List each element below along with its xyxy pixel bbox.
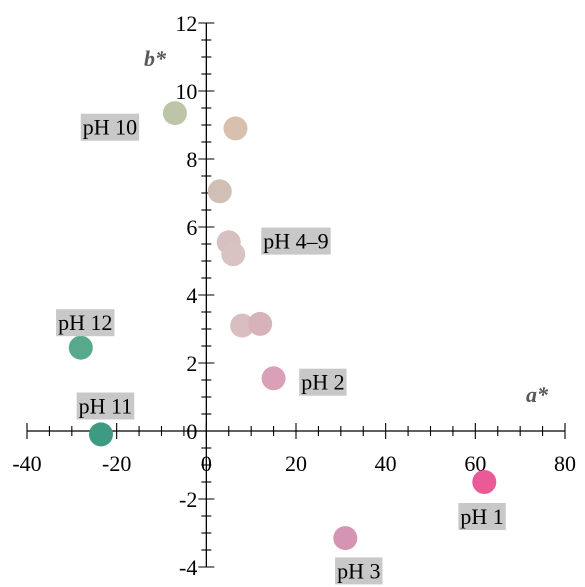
annotation-label: pH 10	[83, 115, 137, 140]
annotation: pH 2	[299, 368, 347, 396]
data-point	[207, 179, 232, 204]
data-point	[230, 313, 255, 338]
x-tick-label: 0	[201, 451, 212, 476]
y-tick-label: 12	[175, 11, 197, 36]
y-tick-label: 2	[186, 351, 197, 376]
annotation: pH 12	[56, 309, 115, 337]
data-points	[68, 101, 497, 551]
data-point	[88, 422, 113, 447]
annotation-box	[76, 392, 135, 420]
annotation: pH 3	[335, 557, 383, 585]
annotation-box	[261, 227, 331, 255]
annotation-label: pH 12	[58, 310, 112, 335]
y-tick-label: -2	[179, 487, 197, 512]
x-tick-label: 40	[375, 451, 397, 476]
annotation-box	[80, 113, 140, 141]
annotation-box	[458, 503, 506, 530]
annotation: pH 4–9	[261, 227, 331, 255]
annotations: pH 1 pH 2 pH 3 pH 4–9 pH 10 pH 11 pH 12	[56, 113, 506, 585]
annotation-label: pH 4–9	[263, 229, 328, 254]
y-tick-label: 0	[186, 419, 197, 444]
data-point	[221, 242, 246, 267]
y-tick-label: -4	[179, 555, 197, 580]
x-axis-title: a*	[526, 382, 549, 407]
annotation-label: pH 3	[337, 558, 380, 583]
x-tick-label: -40	[12, 451, 41, 476]
annotation-label: pH 11	[79, 394, 133, 419]
annotation-box	[335, 557, 383, 585]
x-tick-label: 80	[554, 451, 576, 476]
annotation: pH 11	[76, 392, 135, 420]
annotation-box	[56, 309, 115, 337]
data-point	[162, 101, 187, 126]
x-tick-label: 20	[285, 451, 307, 476]
y-tick-label: 10	[175, 79, 197, 104]
x-tick-label: -20	[102, 451, 131, 476]
data-point	[68, 335, 93, 360]
y-tick-label: 6	[186, 215, 197, 240]
annotation-box	[299, 368, 347, 396]
x-tick-label: 60	[464, 451, 486, 476]
annotation: pH 1	[458, 503, 506, 530]
data-point	[248, 311, 273, 336]
y-tick-label: 8	[186, 147, 197, 172]
data-point	[333, 526, 358, 551]
y-axis-title: b*	[144, 46, 167, 71]
data-point	[472, 470, 497, 494]
data-point	[223, 116, 248, 141]
y-tick-label: 4	[186, 283, 197, 308]
annotation-label: pH 1	[460, 504, 503, 529]
annotation-label: pH 2	[301, 370, 344, 395]
data-point	[261, 366, 286, 391]
annotation: pH 10	[80, 113, 140, 141]
